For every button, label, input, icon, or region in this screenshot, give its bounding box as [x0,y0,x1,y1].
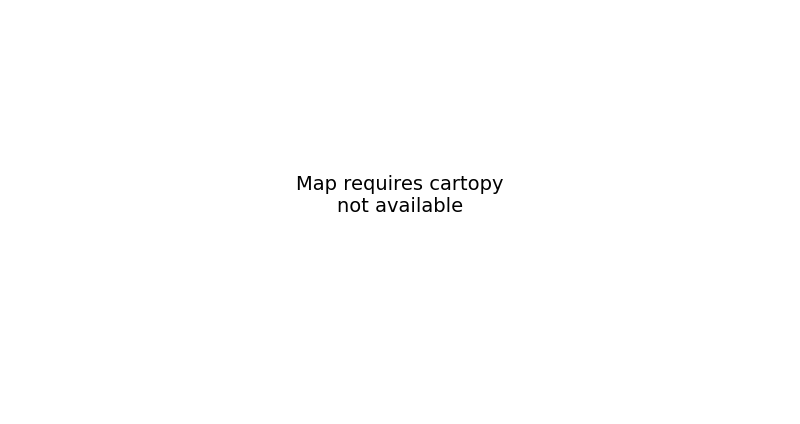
Text: Source: ND-GAIN Country Index, University of Notre Dame Global Adaptation Initia: Source: ND-GAIN Country Index, Universit… [8,403,430,413]
Text: Map requires cartopy
not available: Map requires cartopy not available [296,175,504,215]
